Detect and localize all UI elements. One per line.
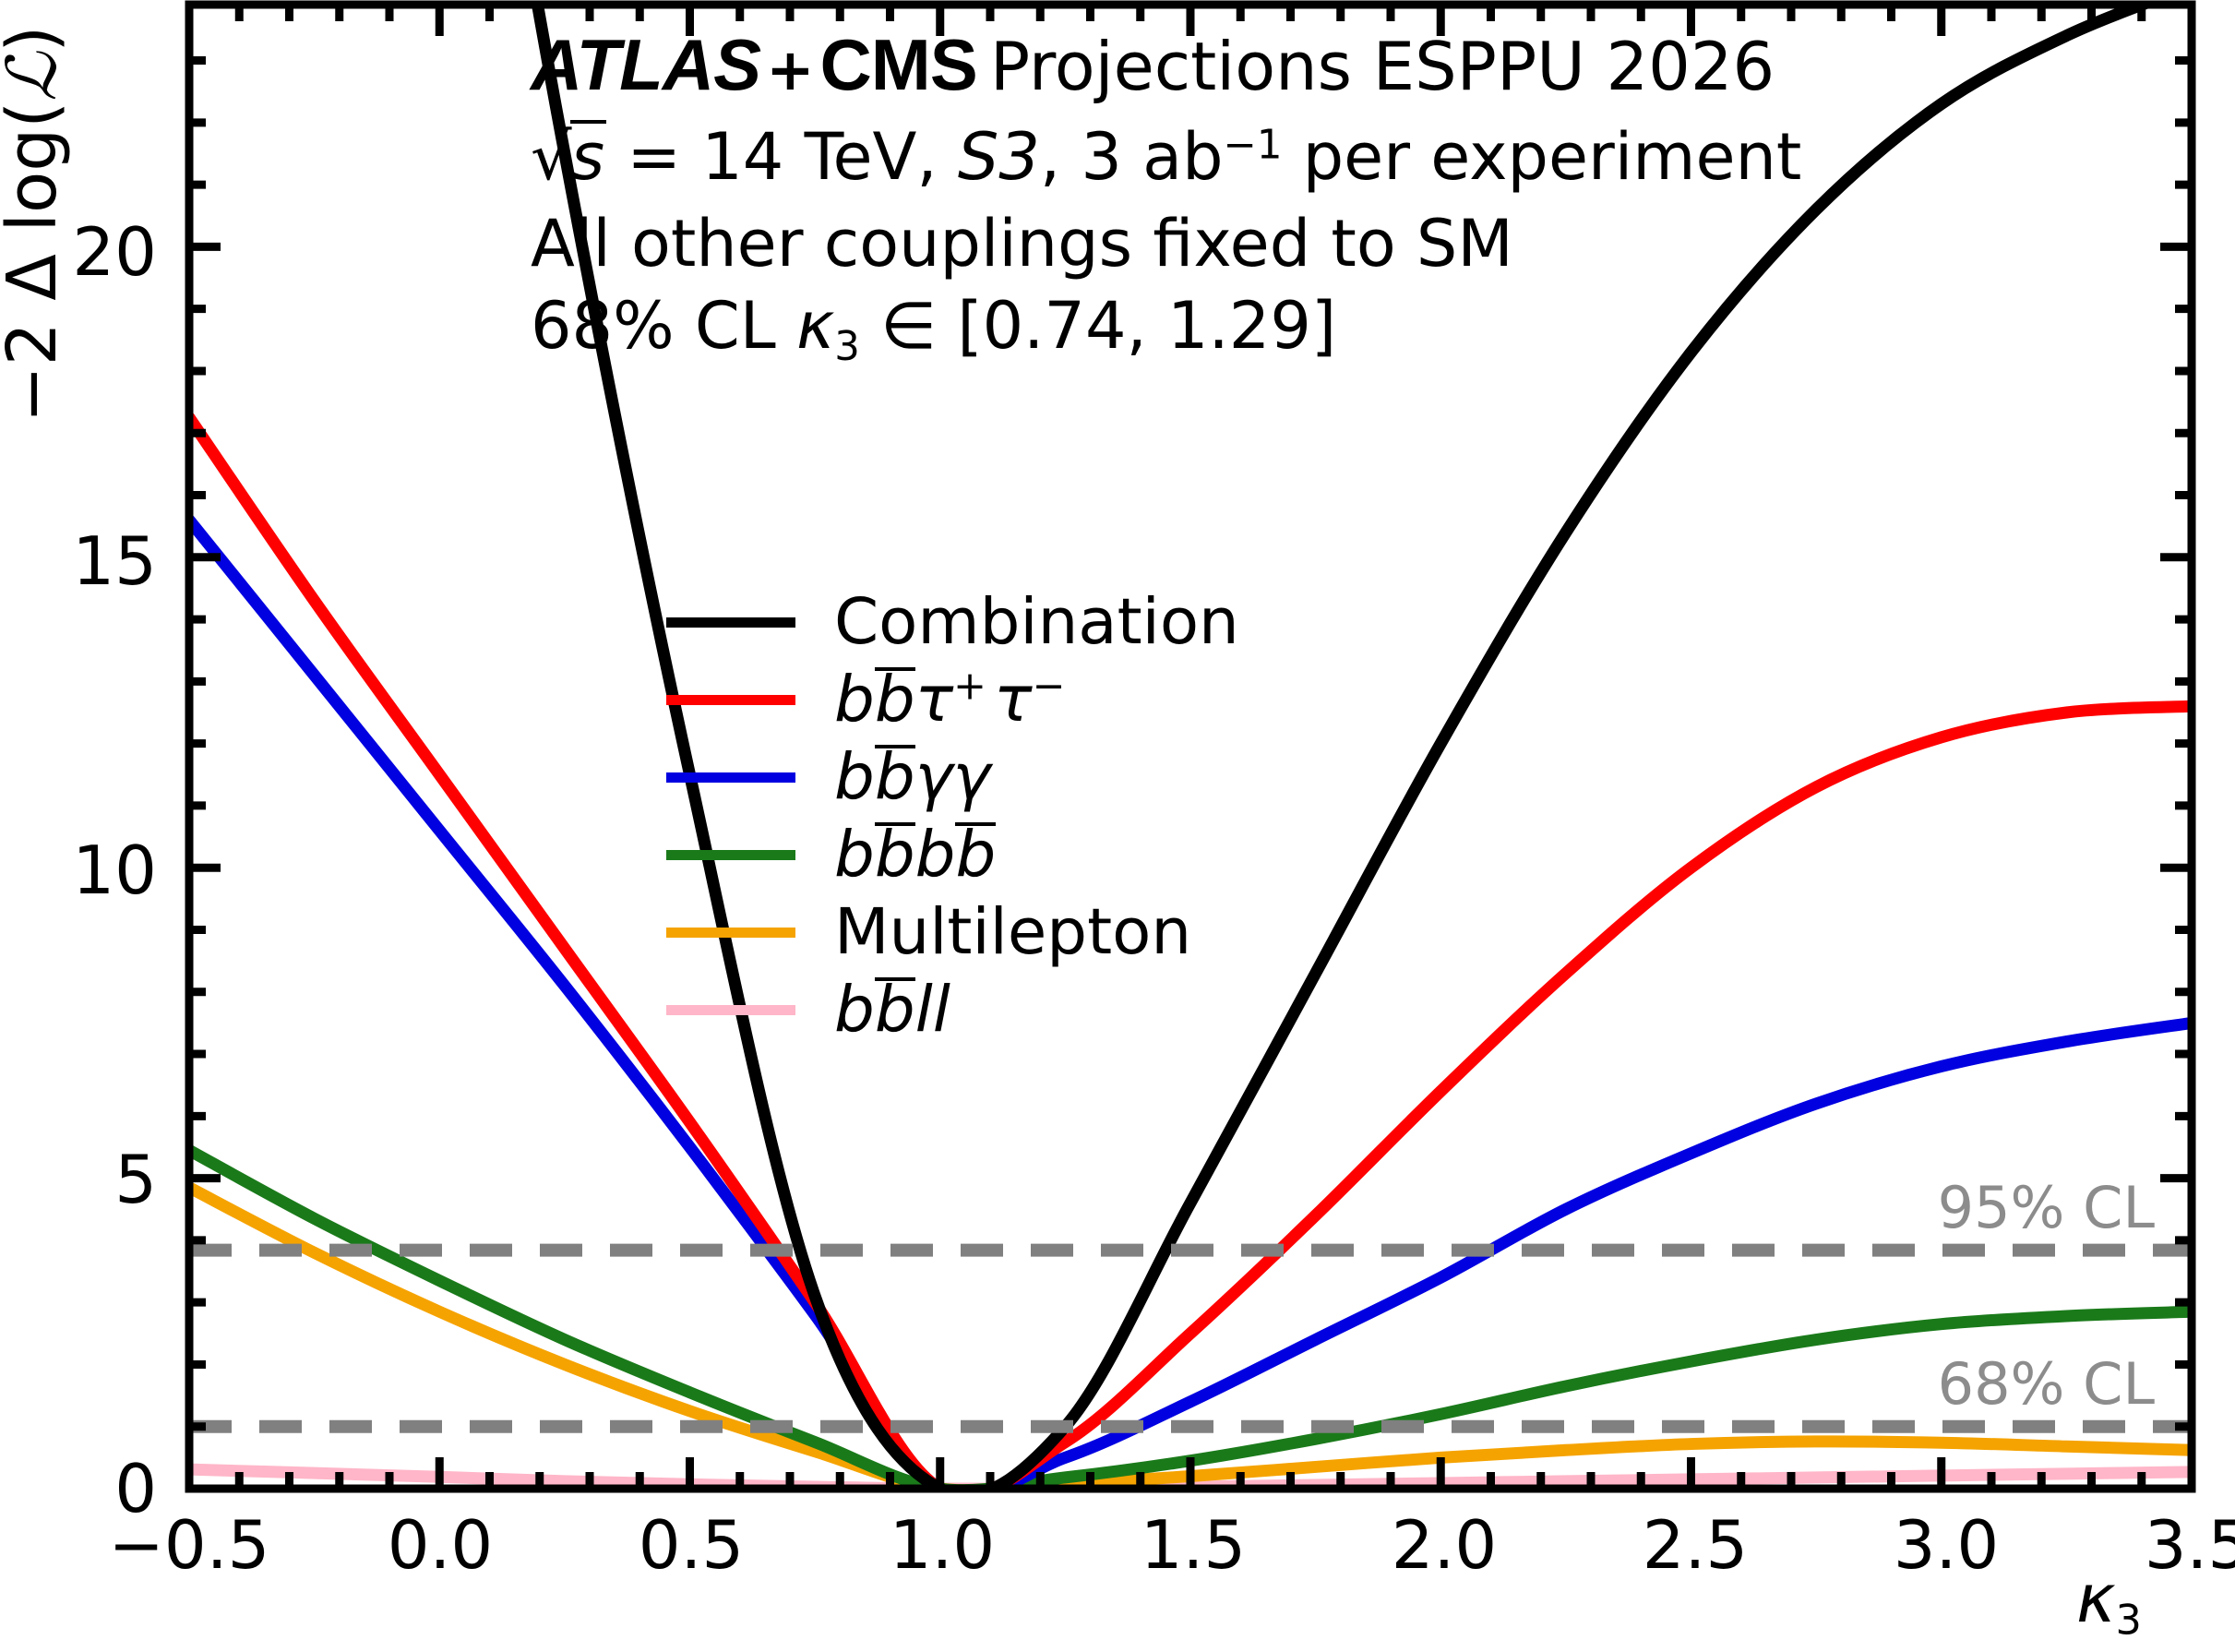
header-couplings-line: All other couplings fixed to SM <box>531 205 1513 281</box>
threshold-label-68: 68% CL <box>1937 1350 2155 1418</box>
header-energy-line: √s = 14 TeV, S3, 3 ab−1 per experiment <box>531 120 1915 192</box>
legend-item-label: Multilepton <box>834 895 1192 969</box>
curve-multilepton <box>189 1181 2192 1489</box>
header-energy-pre: = 14 TeV, <box>627 119 958 196</box>
x-tick-label: 3.0 <box>1893 1506 2000 1584</box>
sqrt-s-symbol: √s <box>531 119 607 196</box>
header-interval-line: 68% CL κ3 ∈ [0.74, 1.29] <box>531 292 1915 371</box>
curve-bb <box>189 513 2192 1489</box>
header-interval-values: ∈ [0.74, 1.29] <box>859 288 1337 365</box>
header-kappa-symbol: κ <box>795 288 835 365</box>
header-projections-text: Projections ESPPU 2026 <box>989 28 1775 105</box>
x-tick-label: 2.0 <box>1391 1506 1498 1584</box>
legend-item-label: bbll <box>834 973 950 1047</box>
curve-bbbb <box>189 1143 2192 1489</box>
header-scenario: S3 <box>957 119 1040 196</box>
curve-group <box>189 5 2192 1489</box>
legend-color-swatch <box>666 927 795 938</box>
x-tick-label: 1.5 <box>1140 1506 1247 1584</box>
radicand-s: s <box>569 119 607 196</box>
legend-item[interactable]: bbbb <box>666 816 1239 893</box>
curve-bb <box>189 411 2192 1489</box>
x-tick-label: 0.0 <box>387 1506 494 1584</box>
cms-brand: CMS <box>819 24 977 105</box>
legend-color-swatch <box>666 849 795 860</box>
atlas-brand: ATLAS <box>531 24 761 105</box>
header-lumi-post: per experiment <box>1282 119 1802 196</box>
legend-item[interactable]: bbτ+ τ− <box>666 661 1239 738</box>
legend-color-swatch <box>666 694 795 705</box>
y-tick-label: 0 <box>114 1450 157 1527</box>
threshold-label-95: 95% CL <box>1937 1174 2155 1241</box>
x-tick-label: 3.5 <box>2144 1506 2235 1584</box>
header-lumi-exponent: −1 <box>1223 122 1283 169</box>
y-tick-label: 20 <box>72 213 157 291</box>
legend-item-label: bbbb <box>834 818 997 892</box>
legend-item[interactable]: bbll <box>666 971 1239 1048</box>
x-tick-label: 0.5 <box>638 1506 745 1584</box>
legend-color-swatch <box>666 772 795 783</box>
x-tick-label: −0.5 <box>108 1506 270 1584</box>
y-tick-label: 10 <box>72 832 157 909</box>
y-tick-label: 15 <box>72 522 157 600</box>
brand-plus-sign: + <box>766 36 815 103</box>
header-title-line: ATLAS+CMS Projections ESPPU 2026 <box>531 27 1915 105</box>
header-kappa-subscript: 3 <box>834 324 860 371</box>
legend-item[interactable]: Multilepton <box>666 893 1239 971</box>
threshold-group <box>189 1243 2192 1433</box>
legend-item[interactable]: Combination <box>666 583 1239 661</box>
legend-item-label: bbγγ <box>834 740 991 814</box>
header-interval-pre: 68% CL <box>531 288 796 365</box>
x-axis-title: κ3 <box>2076 1560 2142 1644</box>
radical-glyph: √ <box>531 119 572 196</box>
plot-legend: Combination bbτ+ τ− bbγγ bbbb Multilepton bbll <box>666 583 1239 1048</box>
legend-item-label: Combination <box>834 585 1239 659</box>
x-axis-title-subscript: 3 <box>2115 1596 2142 1645</box>
legend-item-label: bbτ+ τ− <box>834 663 1066 736</box>
x-tick-label: 2.5 <box>1642 1506 1749 1584</box>
figure-header: ATLAS+CMS Projections ESPPU 2026 √s = 14 … <box>531 27 1915 382</box>
x-tick-label: 1.0 <box>889 1506 996 1584</box>
axis-ticks <box>185 5 2196 1493</box>
legend-color-swatch <box>666 1004 795 1015</box>
legend-color-swatch <box>666 617 795 628</box>
x-axis-title-symbol: κ <box>2076 1560 2116 1637</box>
legend-item[interactable]: bbγγ <box>666 738 1239 816</box>
curve-combination <box>531 5 2159 1489</box>
header-lumi-mid: , 3 ab <box>1039 119 1224 196</box>
y-tick-label: 5 <box>114 1141 157 1218</box>
